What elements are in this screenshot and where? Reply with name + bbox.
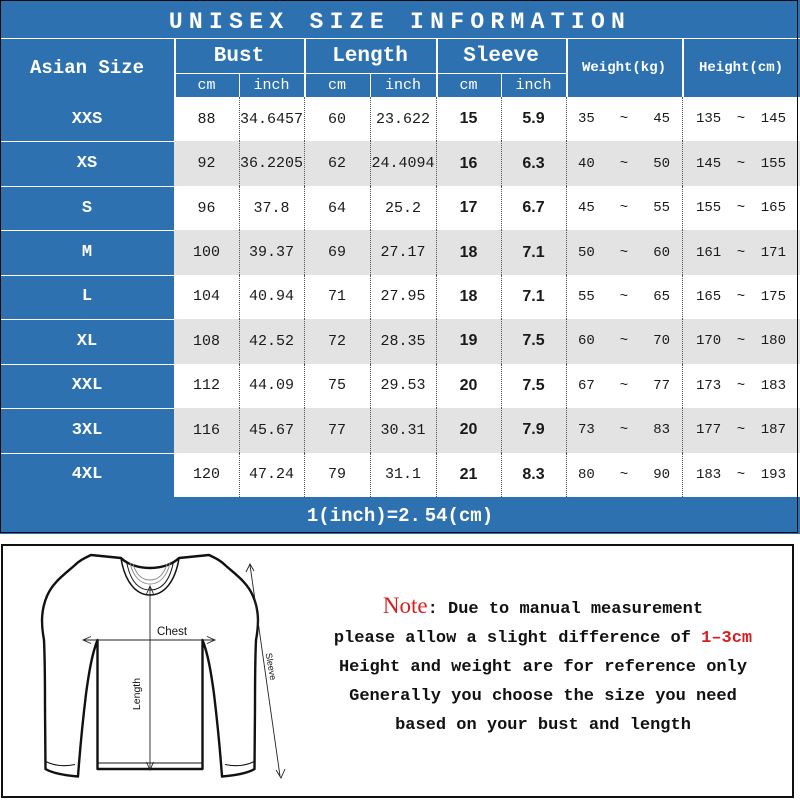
svg-text:Length: Length <box>131 678 143 710</box>
svg-text:Chest: Chest <box>157 626 188 638</box>
